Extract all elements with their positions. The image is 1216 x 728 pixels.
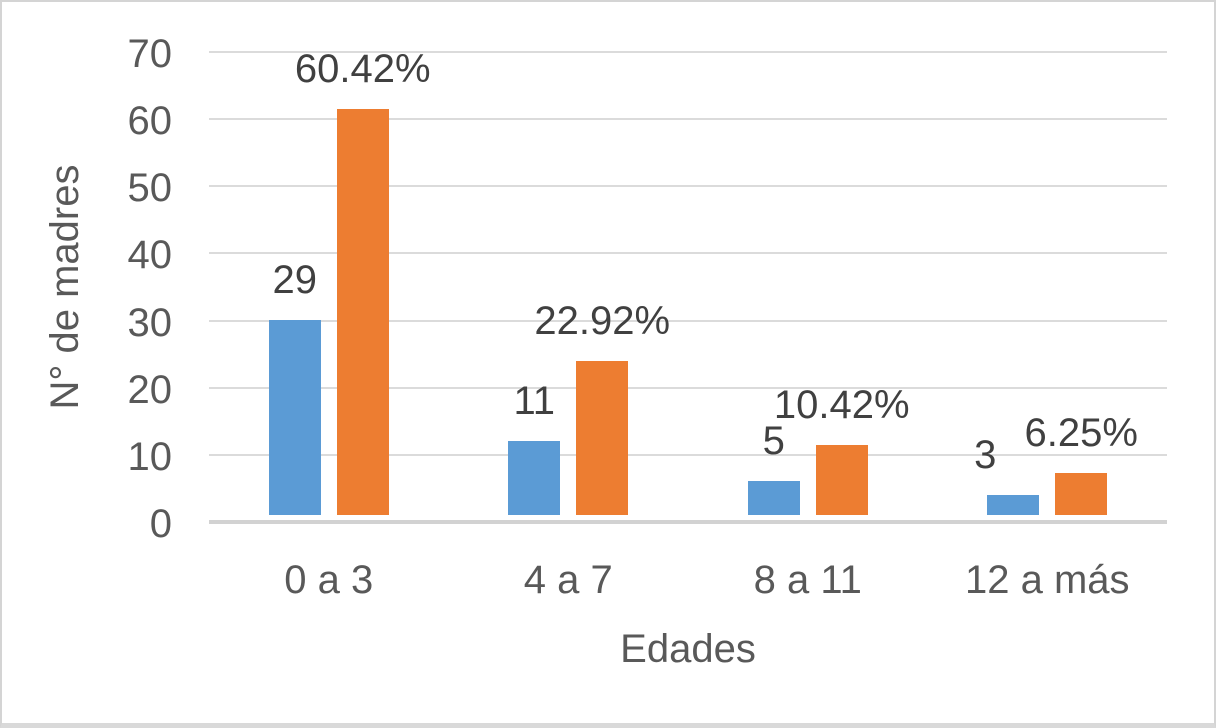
y-tick-label-60: 60 [127,99,173,144]
bar-orange-percent-bars-1 [576,361,629,515]
y-tick-label-20: 20 [127,367,173,412]
x-category-label-3: 12 a más [964,558,1130,602]
data-label-orange-percent-bars-0: 60.42% [294,47,431,92]
y-tick-label-50: 50 [127,166,173,211]
bar-blue-count-bars-3 [987,494,1040,515]
bar-orange-percent-bars-3 [1055,473,1108,515]
y-tick-label-40: 40 [127,233,173,278]
x-category-label-1: 4 a 7 [523,558,613,602]
x-category-label-2: 8 a 11 [753,558,862,602]
y-gridline-70 [209,51,1167,53]
y-tick-label-0: 0 [149,502,172,546]
y-gridline-30 [209,319,1167,322]
y-tick-label-30: 30 [127,300,173,345]
x-category-label-0: 0 a 3 [284,558,374,602]
data-label-blue-count-bars-2: 5 [762,419,785,464]
data-label-blue-count-bars-3: 3 [974,432,997,477]
bar-blue-count-bars-2 [747,481,800,515]
x-axis-line [209,520,1167,524]
x-axis-title: Edades [620,627,756,671]
bar-orange-percent-bars-2 [815,445,868,515]
data-label-blue-count-bars-0: 29 [272,258,318,303]
data-label-blue-count-bars-1: 11 [513,379,556,424]
bar-blue-count-bars-0 [268,320,321,515]
y-gridline-60 [209,118,1167,121]
data-label-orange-percent-bars-3: 6.25% [1024,411,1138,456]
data-label-orange-percent-bars-2: 10.42% [773,383,910,428]
y-gridline-50 [209,185,1167,188]
y-tick-label-10: 10 [127,434,173,479]
y-gridline-10 [209,453,1167,456]
y-tick-label-70: 70 [127,32,173,76]
y-gridline-40 [209,252,1167,255]
bar-blue-count-bars-1 [508,441,561,515]
y-gridline-20 [209,386,1167,389]
data-label-orange-percent-bars-1: 22.92% [534,299,671,344]
bar-orange-percent-bars-0 [336,109,389,515]
